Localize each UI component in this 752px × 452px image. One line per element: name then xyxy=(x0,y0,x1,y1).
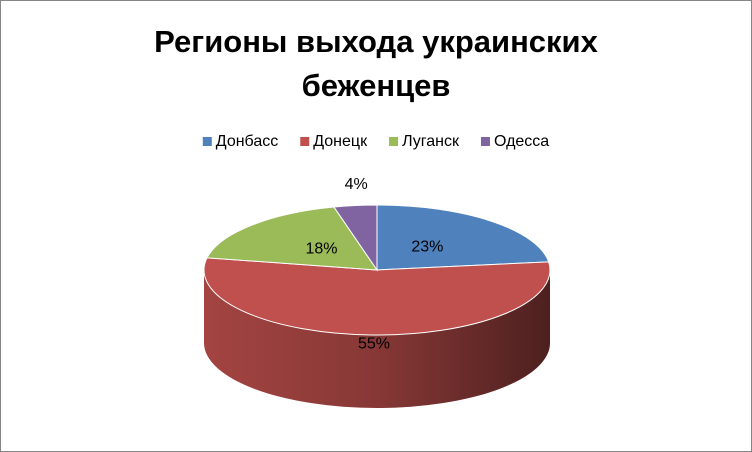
legend-swatch xyxy=(389,137,399,146)
legend-item: Донецк xyxy=(300,133,368,150)
legend-label: Луганск xyxy=(402,133,460,150)
data-label: 18% xyxy=(305,240,337,257)
legend-label: Донбасс xyxy=(216,133,278,150)
legend-item: Луганск xyxy=(389,133,460,150)
pie-slice xyxy=(376,204,550,271)
pie-wall-shade xyxy=(204,270,550,408)
chart-title: Регионы выхода украинских беженцев xyxy=(154,24,598,103)
legend-label: Донецк xyxy=(313,133,368,150)
data-label: 4% xyxy=(345,176,368,193)
legend-item: Донбасс xyxy=(202,133,278,150)
legend-item: Одесса xyxy=(480,133,549,150)
pie-slice xyxy=(203,257,551,336)
pie-slice xyxy=(206,206,378,271)
legend-swatch xyxy=(300,137,310,146)
legend-swatch xyxy=(480,137,490,146)
data-label: 55% xyxy=(358,335,390,352)
data-label: 23% xyxy=(411,238,443,255)
pie-slice xyxy=(333,204,378,272)
legend-swatch xyxy=(202,137,212,146)
legend-label: Одесса xyxy=(494,133,549,150)
